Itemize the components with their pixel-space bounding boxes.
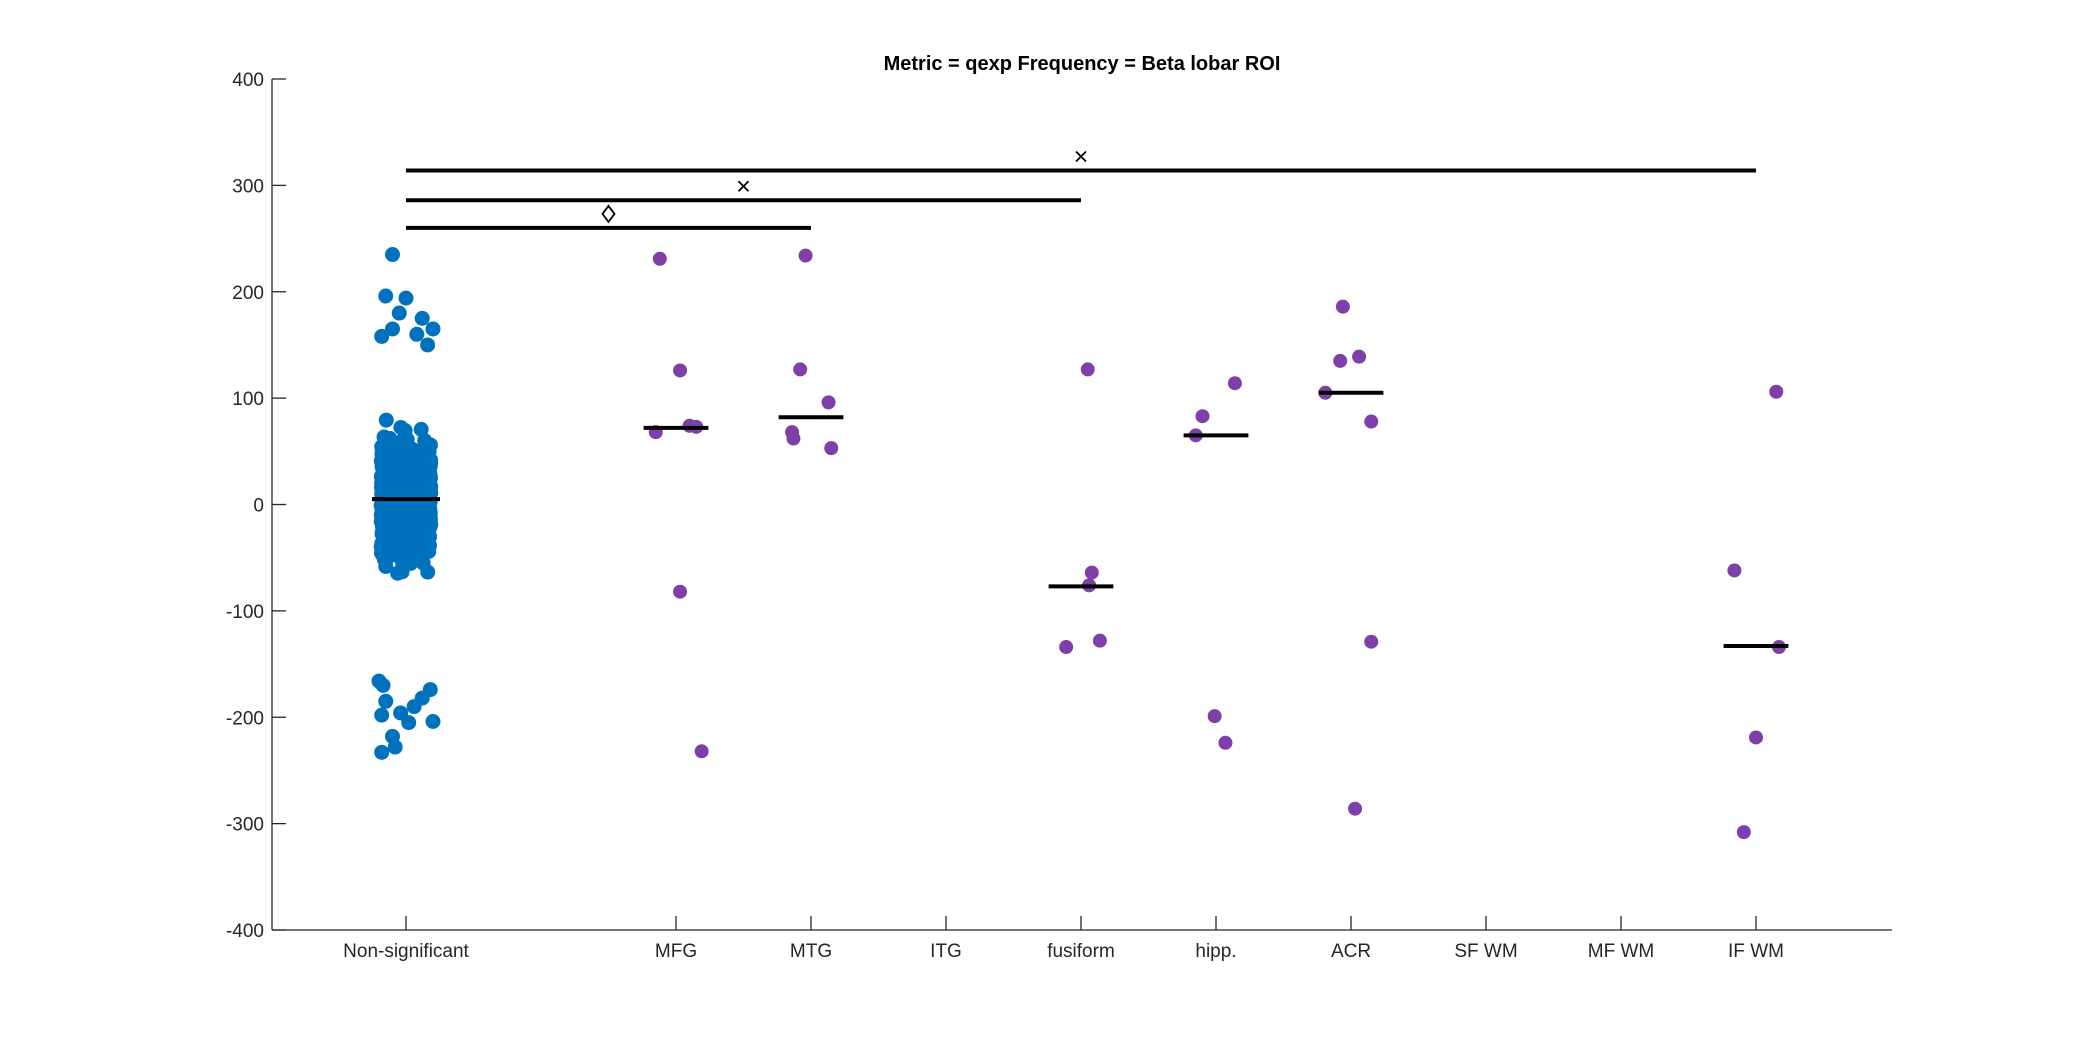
nonsignificant-point [393,419,409,435]
y-tick-label: -300 [226,815,264,836]
significant-point [1080,362,1095,377]
x-tick-label: MFG [655,941,697,962]
nonsignificant-point [390,537,406,553]
significant-point [821,395,836,410]
significant-point [786,431,801,446]
significant-point [1769,384,1784,399]
y-tick-label: 0 [253,496,264,517]
nonsignificant-point [409,326,425,342]
significant-point [1749,730,1763,745]
nonsignificant-point [423,485,439,501]
nonsignificant-point [374,707,390,723]
nonsignificant-point [408,455,424,471]
data-points [371,247,1786,840]
nonsignificant-point [381,453,397,469]
significant-point [1352,349,1367,364]
x-tick-label: hipp. [1195,941,1236,962]
significant-point [1092,633,1107,648]
significant-point [1727,563,1742,578]
nonsignificant-point [396,505,412,521]
nonsignificant-point [401,715,417,731]
significant-point [1207,709,1222,724]
cross-marker [1075,150,1087,163]
x-tick-label: IF WM [1728,941,1784,962]
nonsignificant-point [375,476,391,492]
nonsignificant-point [387,739,403,755]
nonsignificant-point [377,530,393,546]
significant-point [694,744,709,759]
y-tick-label: 200 [232,283,264,304]
x-tick-label: Non-significant [343,941,469,962]
nonsignificant-point [409,548,425,564]
x-tick-label: MTG [790,941,832,962]
nonsignificant-point [400,481,416,497]
nonsignificant-point [421,544,437,560]
significant-point [1195,409,1210,424]
nonsignificant-point [391,305,407,321]
significant-point [1218,735,1233,750]
nonsignificant-point [395,558,411,574]
significant-point [798,248,813,263]
nonsignificant-point [378,288,394,304]
significant-point [1348,801,1363,816]
nonsignificant-point [414,690,430,706]
nonsignificant-point [408,516,424,532]
nonsignificant-point [420,445,436,461]
y-tick-label: -200 [226,708,264,729]
nonsignificant-point [398,290,414,306]
x-tick-label: ITG [930,941,962,962]
x-tick-label: MF WM [1588,941,1654,962]
median-lines [371,390,1789,648]
x-tick-label: fusiform [1047,941,1115,962]
nonsignificant-point [420,337,436,353]
significant-point [673,584,688,599]
y-tick-label: 400 [232,70,264,91]
significant-point [652,251,667,266]
nonsignificant-point [377,508,393,524]
nonsignificant-point [371,673,387,689]
x-tick-label: SF WM [1454,941,1517,962]
cross-marker [737,180,750,192]
nonsignificant-point [425,714,441,730]
significant-point [673,363,688,378]
y-tick-label: 100 [232,389,264,410]
chart-title: Metric = qexp Frequency = Beta lobar ROI [884,53,1281,75]
nonsignificant-point [385,247,400,263]
significant-point [824,441,839,456]
y-tick-label: -400 [226,921,264,942]
x-tick-label: ACR [1331,941,1371,962]
significant-point [1335,299,1350,314]
nonsignificant-point [413,421,429,437]
nonsignificant-point [385,321,400,337]
comparison-bars [406,150,1756,230]
nonsignificant-point [374,744,390,760]
nonsignificant-point [374,328,390,344]
nonsignificant-point [378,412,394,428]
axes: -400 -300 -200 -100 0 100 200 300 400 Non-signifi… [226,70,1892,962]
significant-point [1736,825,1751,840]
significant-point [1333,353,1348,368]
nonsignificant-point [420,564,436,580]
nonsignificant-point [378,693,394,709]
significant-point [1227,376,1242,391]
diamond-marker [601,204,616,224]
significant-point [1084,565,1099,580]
significant-point [1364,634,1379,649]
y-tick-label: 300 [232,176,264,197]
significant-point [1059,640,1074,655]
significant-point [1364,414,1379,429]
y-tick-label: -100 [226,602,264,623]
nonsignificant-point [414,310,430,326]
significant-point [793,362,808,377]
nonsignificant-point [425,321,441,337]
